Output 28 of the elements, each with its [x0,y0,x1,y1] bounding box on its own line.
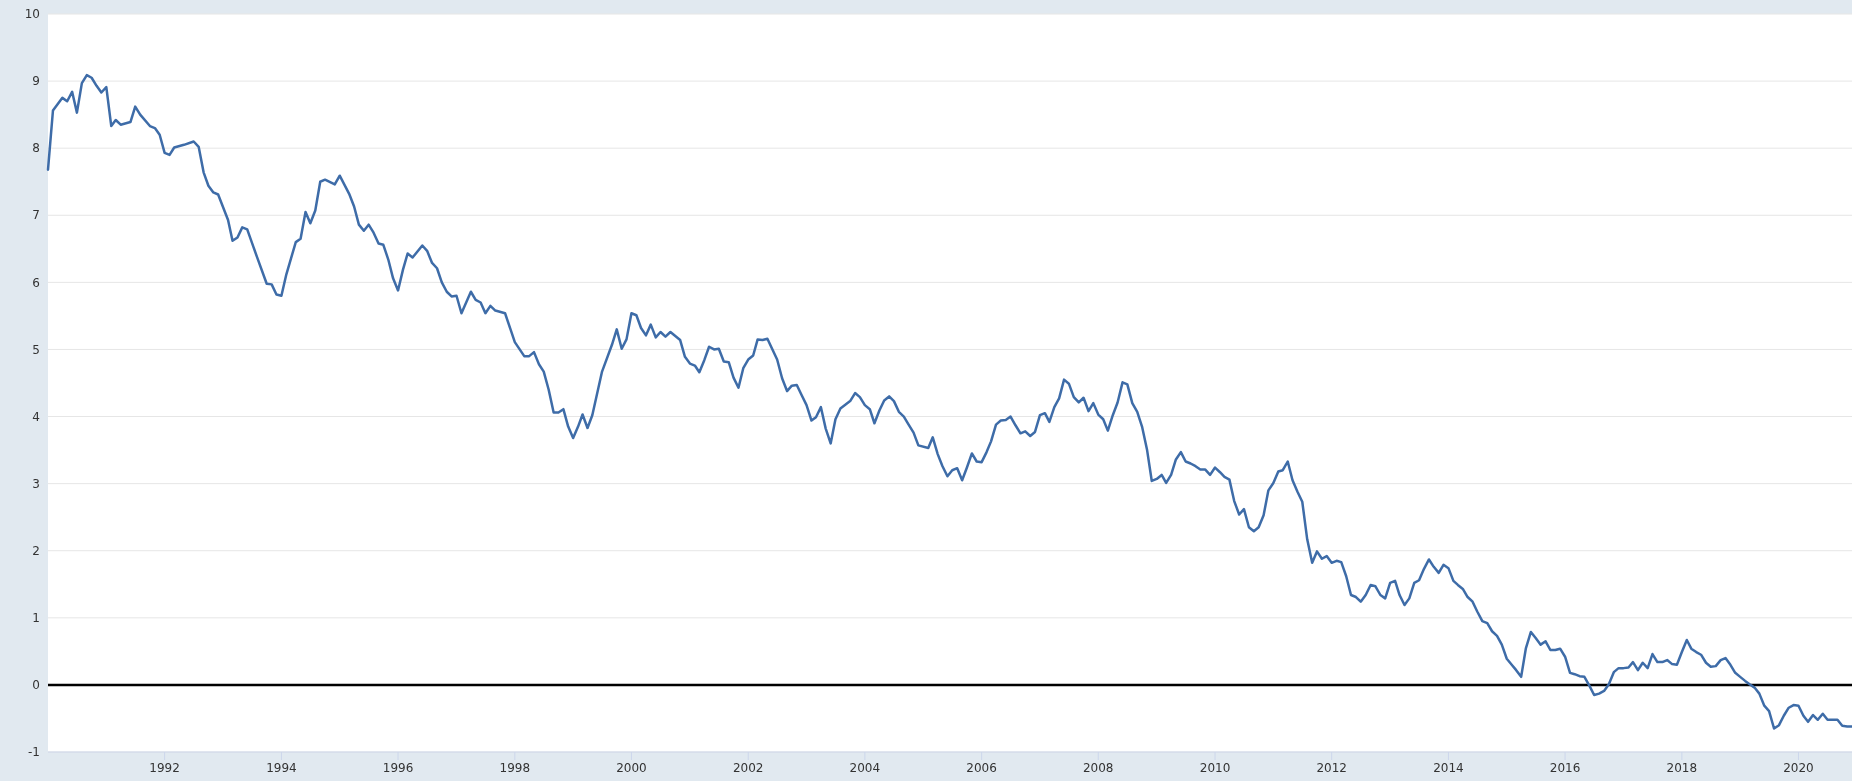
x-tick-label: 2006 [966,761,997,775]
line-series [46,73,1852,730]
y-tick-label: 0 [32,678,40,693]
x-tick-label: 1994 [266,761,297,775]
x-tick-label: 2010 [1199,761,1231,775]
x-tick-label: 2004 [849,761,881,775]
y-tick-label: 9 [32,74,40,89]
x-tick-label: 1998 [499,761,531,775]
x-tick-label: 2002 [732,761,764,775]
x-tick-label: 2008 [1082,761,1114,775]
y-tick-label: 3 [32,476,40,491]
y-tick-label: 10 [24,7,40,22]
y-tick-label: 2 [32,543,40,558]
x-tick-label: 2018 [1666,761,1698,775]
y-tick-label: 5 [32,342,40,357]
x-tick-label: 2014 [1433,761,1464,775]
y-tick-label: 7 [32,208,40,223]
x-tick-label: 2000 [616,761,647,775]
x-tick-label: 2020 [1783,761,1814,775]
x-tick-label: 1996 [382,761,414,775]
y-tick-label: -1 [28,745,40,760]
x-tick-label: 1992 [149,761,180,775]
y-tick-label: 6 [32,275,40,290]
x-tick-label: 2012 [1316,761,1347,775]
x-tick-label: 2016 [1549,761,1581,775]
y-tick-label: 4 [32,409,40,424]
y-tick-label: 1 [32,611,40,626]
y-tick-label: 8 [32,141,40,156]
